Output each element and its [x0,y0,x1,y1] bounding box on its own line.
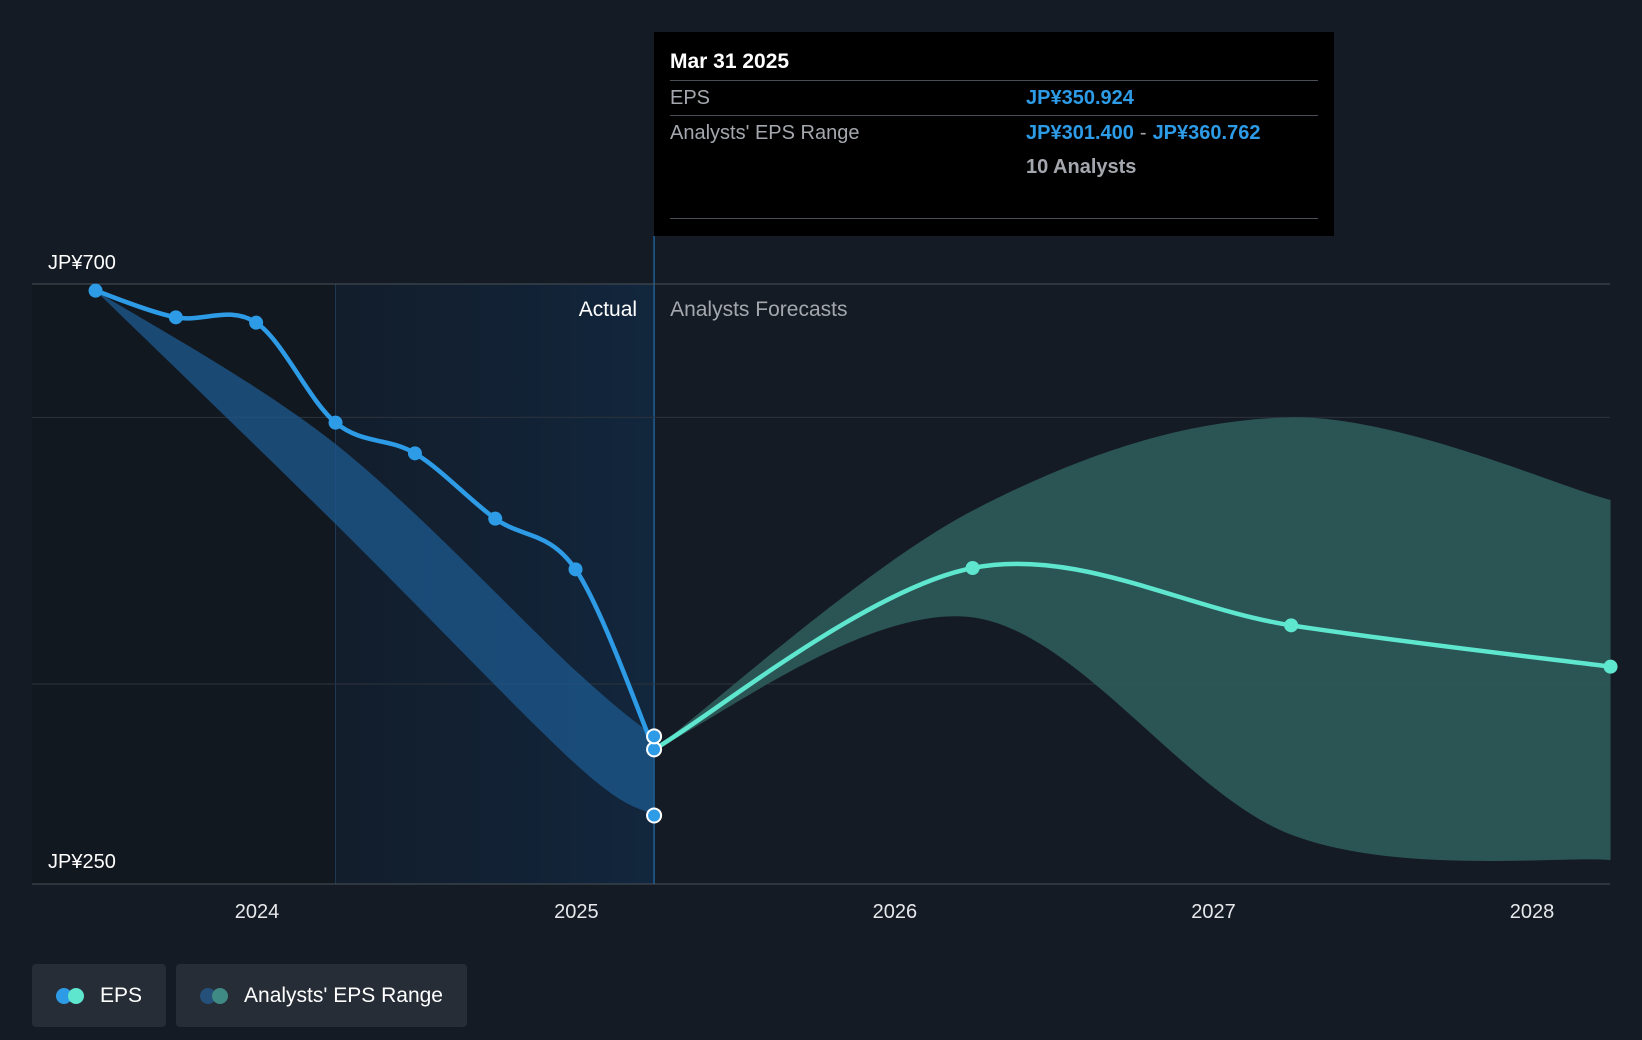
x-tick-label: 2027 [1191,901,1236,923]
eps-actual-point [168,310,183,325]
legend-eps-dot-forecast [68,987,84,1004]
tooltip: Mar 31 2025 EPS JP¥350.924 Analysts' EPS… [654,32,1334,236]
tooltip-range-high: JP¥360.762 [1152,122,1261,144]
y-axis-max-label: JP¥700 [48,252,116,274]
y-axis-min-label: JP¥250 [48,851,116,873]
legend: EPS Analysts' EPS Range [32,964,467,1027]
legend-range-dot-forecast [212,987,229,1004]
eps-actual-point [407,446,422,461]
legend-range-swatch [200,987,230,1004]
tooltip-analysts-row: 10 Analysts [670,150,1318,184]
range-band-actual [95,290,655,816]
tooltip-eps-row: EPS JP¥350.924 [670,81,1318,116]
eps-forecast-point [1284,618,1299,633]
range-band-forecast [654,417,1611,862]
x-tick-label: 2024 [235,901,280,923]
x-tick-label: 2026 [873,901,918,923]
legend-item-range[interactable]: Analysts' EPS Range [176,964,467,1027]
legend-eps-label: EPS [100,983,143,1007]
actual-highlight-region [335,284,655,884]
range-marker [646,728,663,745]
tooltip-eps-value: JP¥350.924 [1026,87,1134,109]
x-tick-label: 2025 [554,901,599,923]
tooltip-date: Mar 31 2025 [670,46,1318,81]
eps-actual-point [328,415,343,430]
eps-actual-point [88,283,103,298]
tooltip-range-low: JP¥301.400 [1026,122,1134,144]
legend-range-label: Analysts' EPS Range [244,983,443,1007]
tooltip-analysts: 10 Analysts [1026,156,1137,178]
forecast-section-label: Analysts Forecasts [670,298,847,321]
eps-actual-point [646,741,663,758]
legend-item-eps[interactable]: EPS [32,964,167,1027]
range-marker [646,807,663,824]
tooltip-range-row: Analysts' EPS Range JP¥301.400 - JP¥360.… [670,116,1318,150]
tooltip-divider [670,218,1318,219]
x-tick-label: 2028 [1510,901,1555,923]
eps-forecast-point [1603,659,1618,674]
actual-section-label: Actual [579,298,637,321]
eps-actual-point [249,315,264,330]
tooltip-range-label: Analysts' EPS Range [670,122,860,144]
tooltip-eps-label: EPS [670,87,711,109]
eps-forecast-point [965,561,980,575]
eps-forecast-line [651,561,1613,752]
legend-eps-swatch [56,987,86,1004]
eps-actual-point [488,511,503,526]
tooltip-range-sep: - [1139,122,1147,144]
eps-actual-point [568,562,583,577]
